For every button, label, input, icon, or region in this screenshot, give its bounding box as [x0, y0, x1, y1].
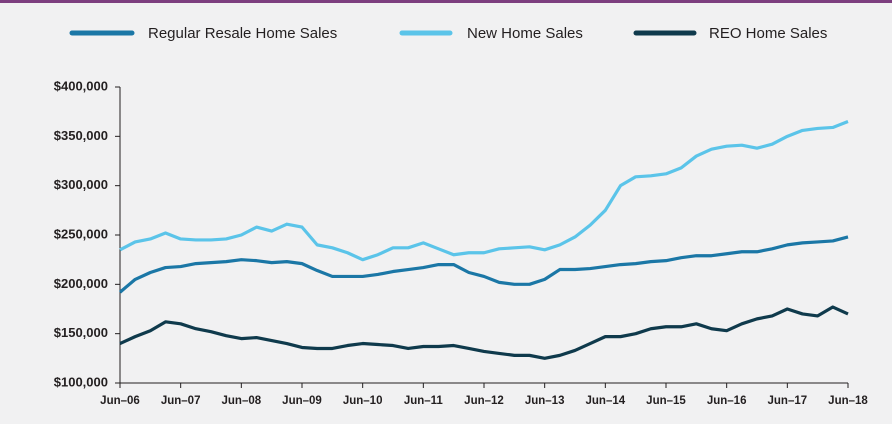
series-line — [119, 305, 849, 360]
x-tick-label: Jun–17 — [768, 395, 808, 407]
top-rule — [0, 0, 892, 3]
y-tick-label: $400,000 — [54, 78, 108, 93]
series-line — [119, 120, 849, 262]
legend-label: New Home Sales — [467, 25, 583, 42]
legend-label: Regular Resale Home Sales — [148, 25, 337, 42]
x-tick-label: Jun–13 — [525, 395, 565, 407]
x-tick-label: Jun–06 — [100, 395, 140, 407]
x-tick-label: Jun–08 — [222, 395, 262, 407]
x-tick-label: Jun–15 — [646, 395, 686, 407]
y-tick-label: $200,000 — [54, 276, 108, 291]
y-tick-label: $150,000 — [54, 325, 108, 340]
legend-label: REO Home Sales — [709, 25, 827, 42]
x-tick-label: Jun–10 — [343, 395, 383, 407]
y-tick-label: $350,000 — [54, 128, 108, 143]
x-tick-label: Jun–14 — [586, 395, 626, 407]
y-tick-label: $300,000 — [54, 177, 108, 192]
x-tick-label: Jun–07 — [161, 395, 201, 407]
x-tick-label: Jun–16 — [707, 395, 747, 407]
x-tick-label: Jun–11 — [404, 395, 444, 407]
y-tick-label: $250,000 — [54, 226, 108, 241]
x-tick-label: Jun–18 — [828, 395, 868, 407]
x-tick-label: Jun–12 — [464, 395, 504, 407]
y-tick-label: $100,000 — [54, 374, 108, 389]
x-tick-label: Jun–09 — [282, 395, 322, 407]
series-line — [118, 235, 849, 294]
